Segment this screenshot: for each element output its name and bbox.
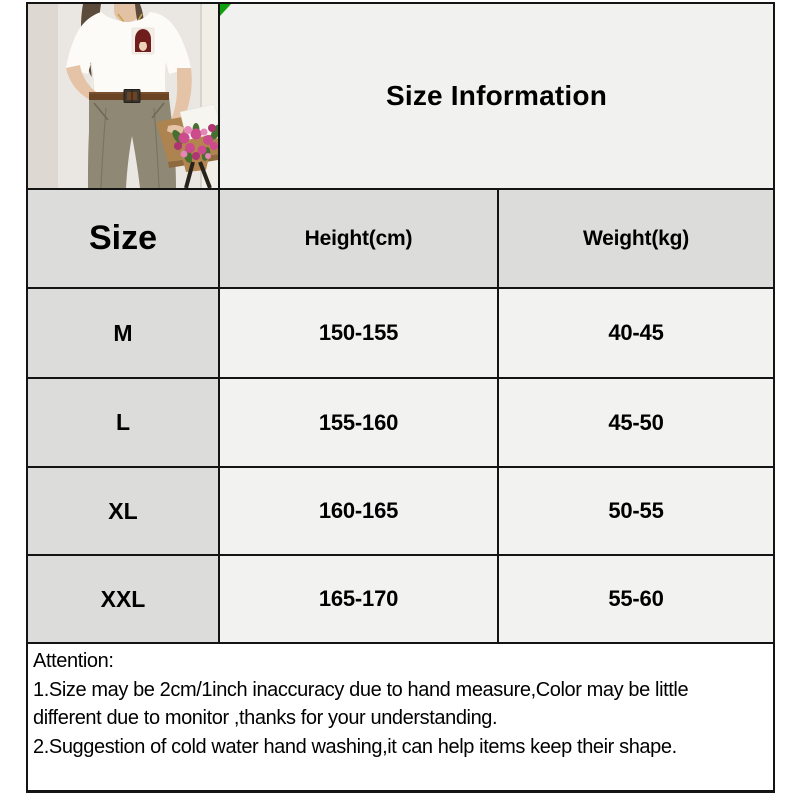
size-cell-xxl: XXL — [28, 556, 220, 642]
size-cell-xl: XL — [28, 468, 220, 554]
attention-note-1: 1.Size may be 2cm/1inch inaccuracy due t… — [33, 678, 689, 730]
top-section: Size Information — [28, 4, 773, 190]
column-header-weight: Weight(kg) — [499, 190, 773, 287]
height-cell-m: 150-155 — [220, 289, 499, 377]
table-row-l: L 155-160 45-50 — [28, 379, 773, 468]
weight-cell-m: 40-45 — [499, 289, 773, 377]
table-row-xxl: XXL 165-170 55-60 — [28, 556, 773, 644]
size-cell-l: L — [28, 379, 220, 466]
attention-note-2: 2.Suggestion of cold water hand washing,… — [33, 735, 677, 758]
column-header-size: Size — [28, 190, 220, 287]
product-photo — [28, 4, 220, 188]
size-information-banner: Size Information — [220, 4, 773, 188]
page-title: Size Information — [386, 80, 607, 111]
height-cell-xl: 160-165 — [220, 468, 499, 554]
table-header-row: Size Height(cm) Weight(kg) — [28, 190, 773, 289]
column-header-height: Height(cm) — [220, 190, 499, 287]
size-chart-sheet: Size Information Size Height(cm) Weight(… — [26, 2, 775, 793]
size-cell-m: M — [28, 289, 220, 377]
weight-cell-l: 45-50 — [499, 379, 773, 466]
attention-heading: Attention: — [33, 650, 114, 672]
weight-cell-xl: 50-55 — [499, 468, 773, 554]
model-photo-illustration — [28, 4, 218, 188]
attention-section: Attention: 1.Size may be 2cm/1inch inacc… — [28, 644, 773, 790]
table-row-m: M 150-155 40-45 — [28, 289, 773, 379]
weight-cell-xxl: 55-60 — [499, 556, 773, 642]
corner-fold-icon — [220, 4, 231, 16]
height-cell-l: 155-160 — [220, 379, 499, 466]
table-row-xl: XL 160-165 50-55 — [28, 468, 773, 556]
height-cell-xxl: 165-170 — [220, 556, 499, 642]
